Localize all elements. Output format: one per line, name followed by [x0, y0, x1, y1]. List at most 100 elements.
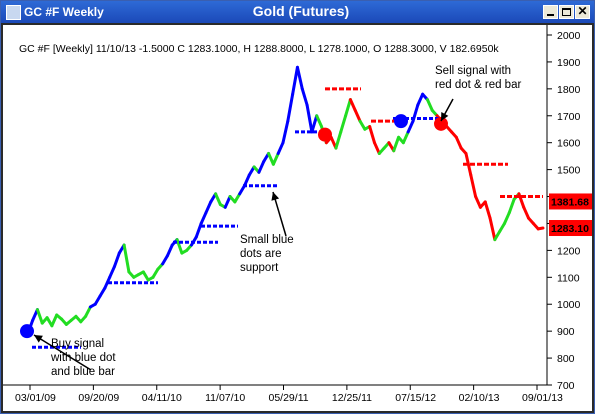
price-labels: 1381.68 1283.10 — [549, 193, 592, 237]
x-tick-label: 09/01/13 — [522, 392, 563, 404]
signal-dot — [394, 114, 408, 129]
price-segment — [286, 92, 295, 123]
price-segment — [425, 98, 434, 112]
price-segment — [112, 251, 121, 269]
x-tick-label: 05/29/11 — [269, 392, 309, 404]
price-segment — [50, 313, 59, 328]
y-tick-label: 1600 — [557, 138, 581, 150]
price-segment — [300, 87, 309, 107]
y-tick-label: 1900 — [557, 57, 581, 69]
x-tick-label: 11/07/10 — [205, 392, 245, 404]
price-segment — [93, 294, 102, 306]
price-segment — [161, 254, 169, 266]
x-tick-label: 09/20/09 — [78, 392, 119, 404]
x-tick-label: 12/25/11 — [332, 392, 372, 404]
chart-header-text: GC #F [Weekly] 11/10/13 -1.5000 C 1283.1… — [19, 43, 499, 55]
price-segment — [517, 192, 526, 209]
price-segment — [122, 243, 131, 274]
y-tick-label: 2000 — [557, 30, 581, 42]
price-segment — [214, 192, 222, 207]
price-segment — [368, 125, 376, 145]
price-segment — [488, 216, 497, 242]
price-segment — [165, 243, 174, 258]
price-segment — [502, 211, 511, 225]
annotations: Buy signal with blue dot and blue bar Small… — [33, 65, 521, 378]
price-label-text: 1381.68 — [551, 196, 589, 208]
price-segment — [35, 308, 44, 325]
price-segment — [334, 130, 343, 150]
annotation-text: Buy signal — [51, 338, 104, 350]
price-segment — [416, 92, 425, 107]
price-segment — [151, 267, 160, 279]
x-tick-label: 03/01/09 — [15, 392, 56, 404]
y-axis-ticks: 7008009001000110012001300140015001600170… — [547, 30, 581, 392]
chart-app-icon — [6, 5, 21, 20]
price-segment — [141, 270, 150, 282]
price-segment — [175, 238, 184, 255]
annotation-arrow — [33, 334, 92, 371]
annotation-text: Small blue — [240, 234, 294, 246]
x-tick-label: 04/11/10 — [142, 392, 182, 404]
price-chart: 7008009001000110012001300140015001600170… — [3, 25, 592, 404]
price-segment — [406, 119, 415, 134]
price-segment — [281, 119, 290, 145]
price-segment — [372, 141, 381, 155]
price-series — [21, 65, 545, 336]
arrow-head — [271, 192, 280, 201]
title-bar[interactable]: GC #F Weekly Gold (Futures) ✕ — [1, 1, 594, 23]
price-label-box — [549, 193, 592, 210]
annotation-text: support — [240, 262, 279, 274]
price-label-box — [549, 220, 592, 237]
price-segment — [493, 230, 502, 242]
close-icon: ✕ — [577, 4, 588, 18]
price-segment — [242, 173, 251, 188]
signal-dots — [20, 114, 448, 339]
price-segment — [103, 275, 112, 290]
price-segment — [310, 114, 319, 134]
price-segment — [199, 211, 208, 225]
y-tick-label: 1500 — [557, 165, 581, 177]
price-segment — [257, 160, 266, 174]
y-tick-label: 800 — [557, 353, 575, 365]
maximize-button[interactable] — [559, 5, 574, 19]
y-tick-label: 1200 — [557, 245, 581, 257]
x-tick-label: 07/15/12 — [395, 392, 436, 404]
price-segment — [223, 195, 232, 209]
price-segment — [315, 114, 324, 129]
price-segment — [233, 192, 242, 204]
y-tick-label: 1700 — [557, 111, 581, 123]
price-segment — [469, 173, 478, 199]
annotation-text: Sell signal with — [435, 65, 511, 77]
price-label-text: 1283.10 — [551, 223, 589, 235]
price-segment — [291, 65, 299, 96]
signal-dot — [318, 127, 332, 142]
annotation-text: dots are — [240, 248, 282, 260]
price-segment — [498, 221, 506, 234]
price-segment — [108, 265, 116, 279]
close-button[interactable]: ✕ — [575, 4, 590, 19]
price-segment — [536, 226, 545, 231]
price-segment — [353, 108, 362, 123]
signal-dot — [20, 324, 34, 339]
signal-dot — [434, 116, 448, 131]
y-tick-label: 1800 — [557, 84, 581, 96]
chart-title: Gold (Futures) — [252, 3, 350, 19]
y-tick-label: 700 — [557, 380, 575, 392]
maximize-icon — [562, 8, 571, 16]
price-segment — [358, 119, 367, 131]
minimize-button[interactable] — [543, 5, 558, 19]
annotation-text: with blue dot — [50, 352, 116, 364]
x-axis-ticks: 03/01/09 09/20/09 04/11/10 11/07/10 05/29/11… — [15, 385, 563, 404]
annotation-text: and blue bar — [51, 366, 115, 378]
price-segment — [344, 98, 352, 118]
chart-area: 7008009001000110012001300140015001600170… — [1, 23, 594, 413]
y-tick-label: 900 — [557, 326, 575, 338]
price-segment — [483, 200, 492, 220]
price-segment — [194, 221, 203, 239]
price-segment — [305, 103, 314, 134]
price-segment — [295, 65, 304, 91]
price-segment — [464, 151, 473, 177]
price-segment — [98, 286, 107, 298]
y-tick-label: 1100 — [557, 272, 580, 284]
